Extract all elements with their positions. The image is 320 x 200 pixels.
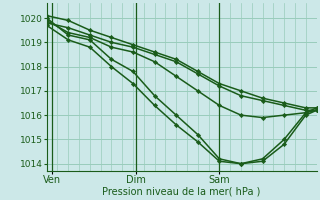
X-axis label: Pression niveau de la mer( hPa ): Pression niveau de la mer( hPa )	[102, 187, 261, 197]
